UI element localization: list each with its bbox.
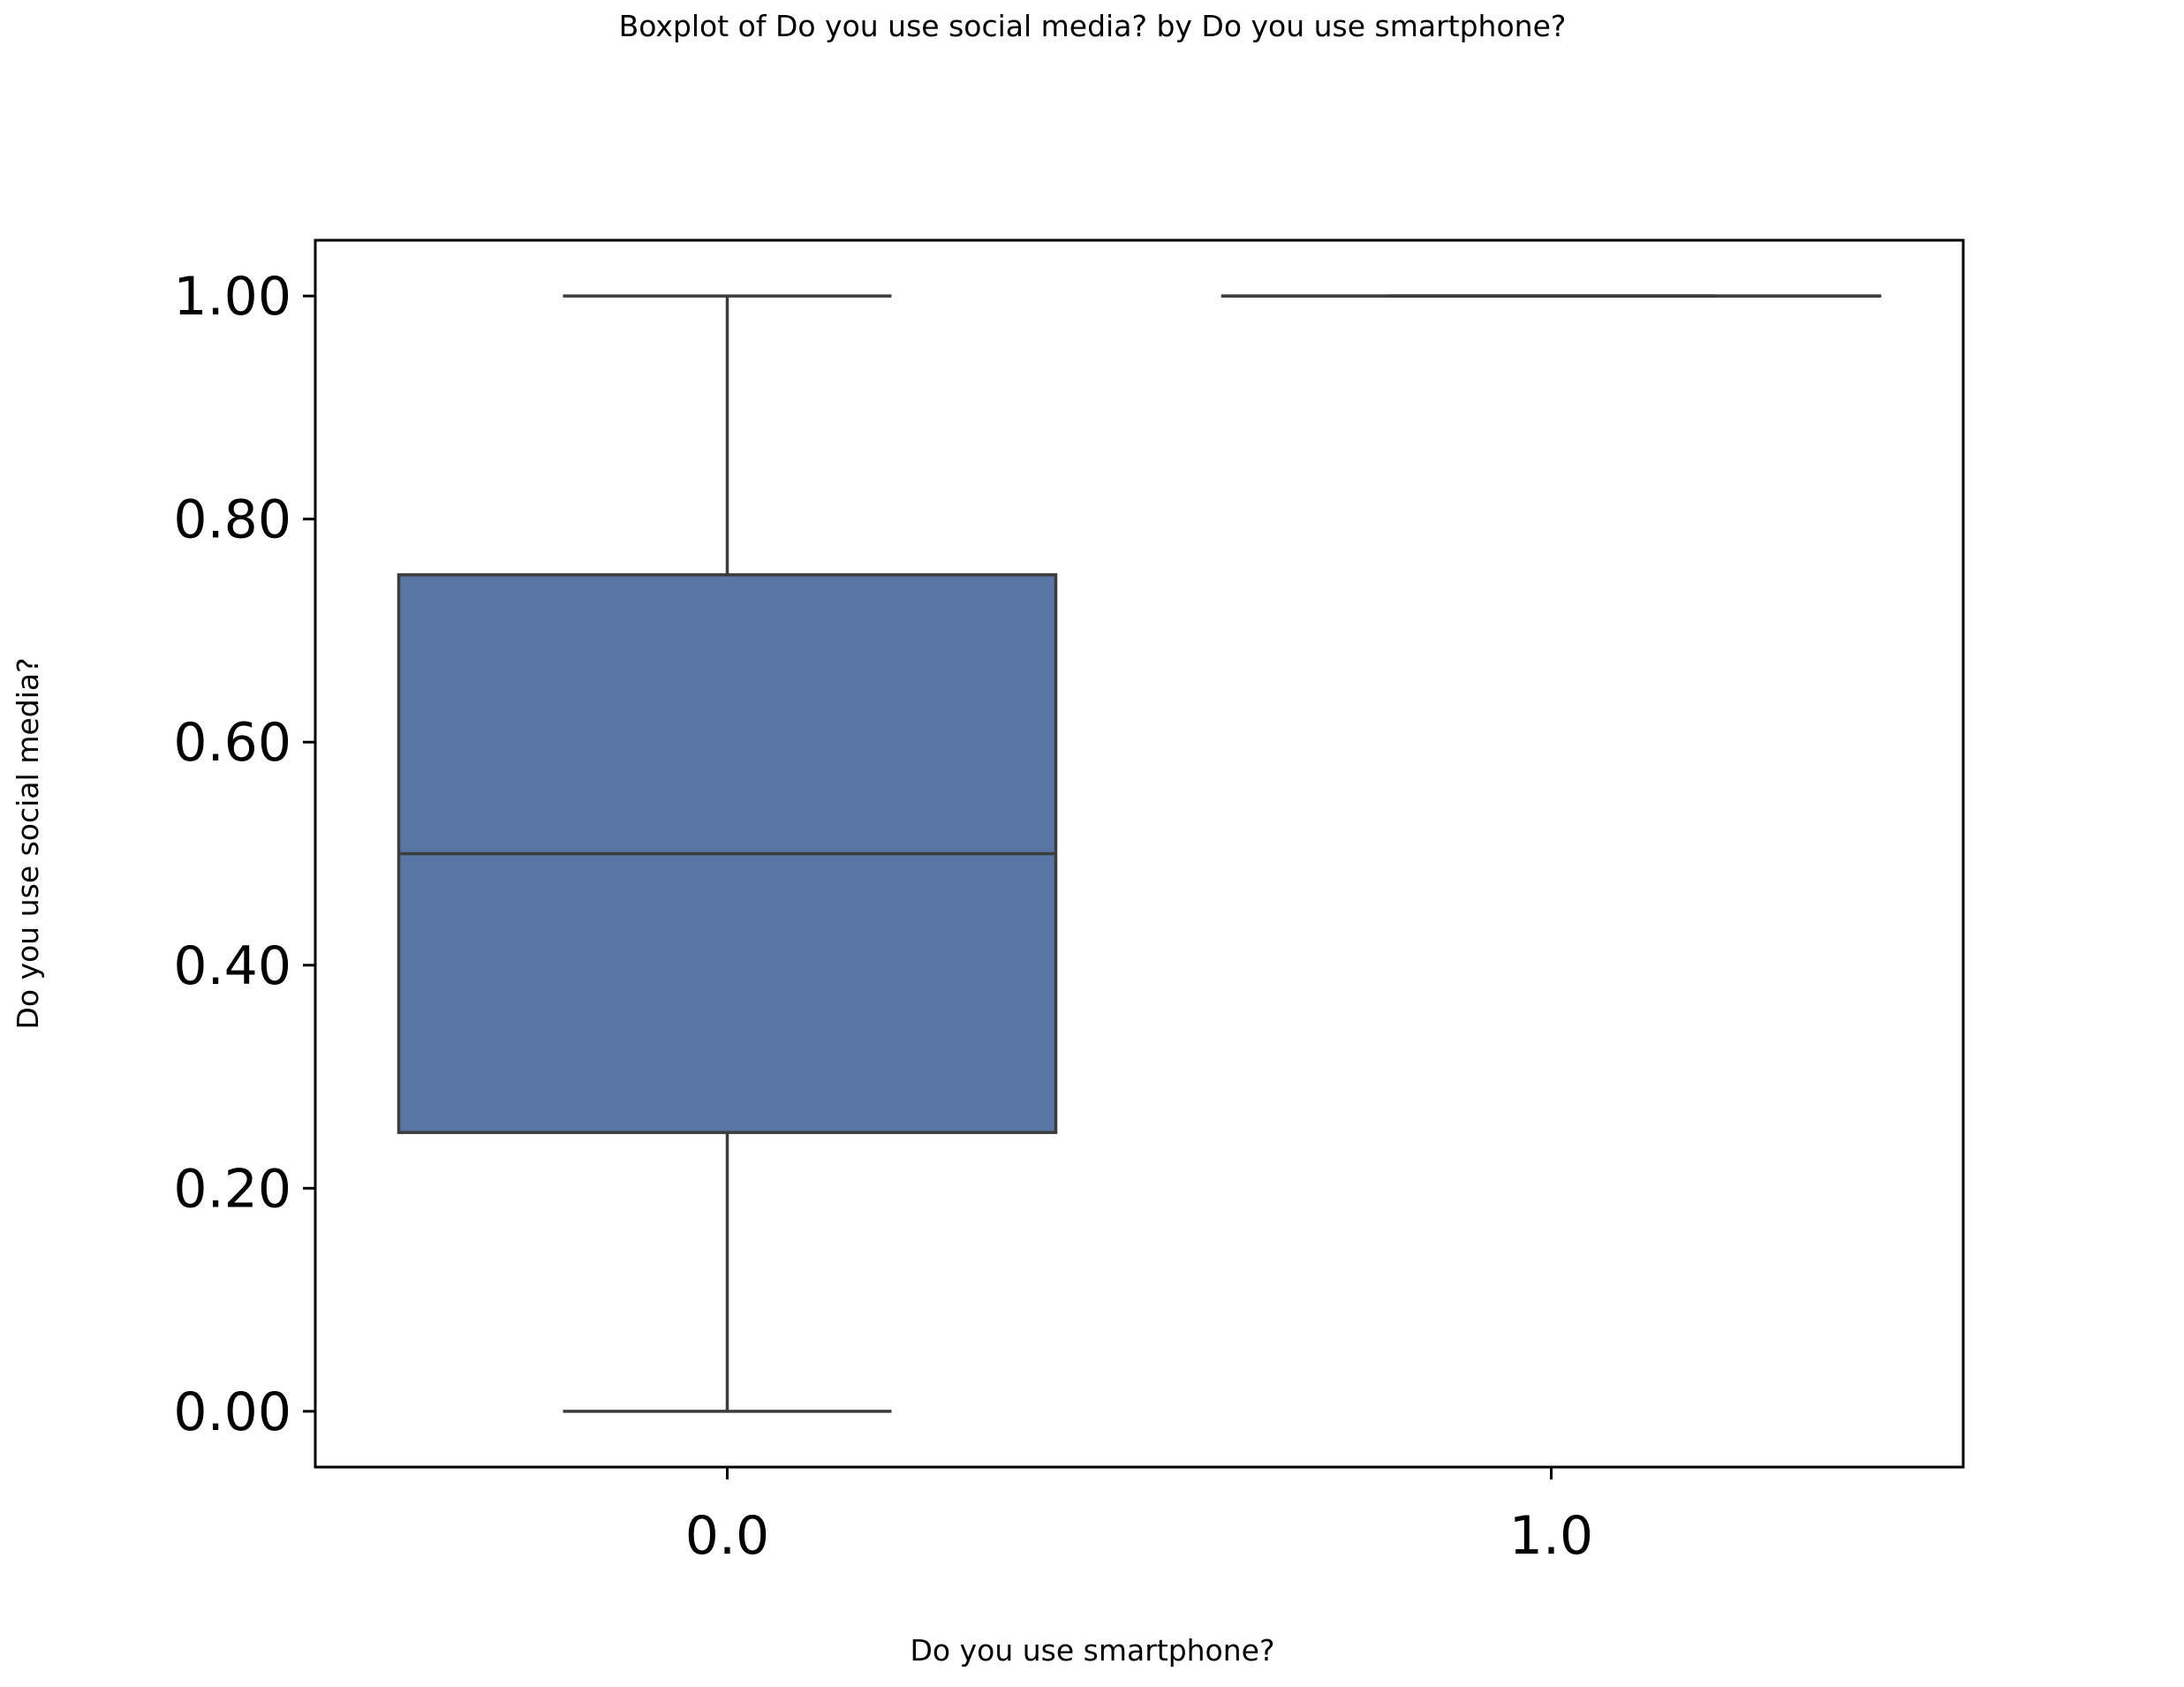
plot-area: 0.00 0.20 0.40 0.60 0.80 1.00 0.0 1.0 bbox=[173, 238, 1965, 1567]
axes-frame bbox=[314, 238, 1965, 1469]
y-axis-label: Do you use social media? bbox=[11, 658, 45, 1030]
y-tick-label: 0.00 bbox=[173, 1381, 291, 1443]
chart-title: Boxplot of Do you use social media? by D… bbox=[619, 9, 1567, 43]
x-tick-label: 1.0 bbox=[1509, 1505, 1593, 1567]
y-tick-label: 0.60 bbox=[173, 712, 291, 774]
x-tick-label: 0.0 bbox=[685, 1505, 769, 1567]
x-axis-label: Do you use smartphone? bbox=[911, 1633, 1275, 1668]
y-tick-label: 0.20 bbox=[173, 1158, 291, 1220]
y-tick-label: 0.80 bbox=[173, 489, 291, 551]
y-tick-label: 0.40 bbox=[173, 935, 291, 997]
y-tick-label: 1.00 bbox=[173, 266, 291, 328]
